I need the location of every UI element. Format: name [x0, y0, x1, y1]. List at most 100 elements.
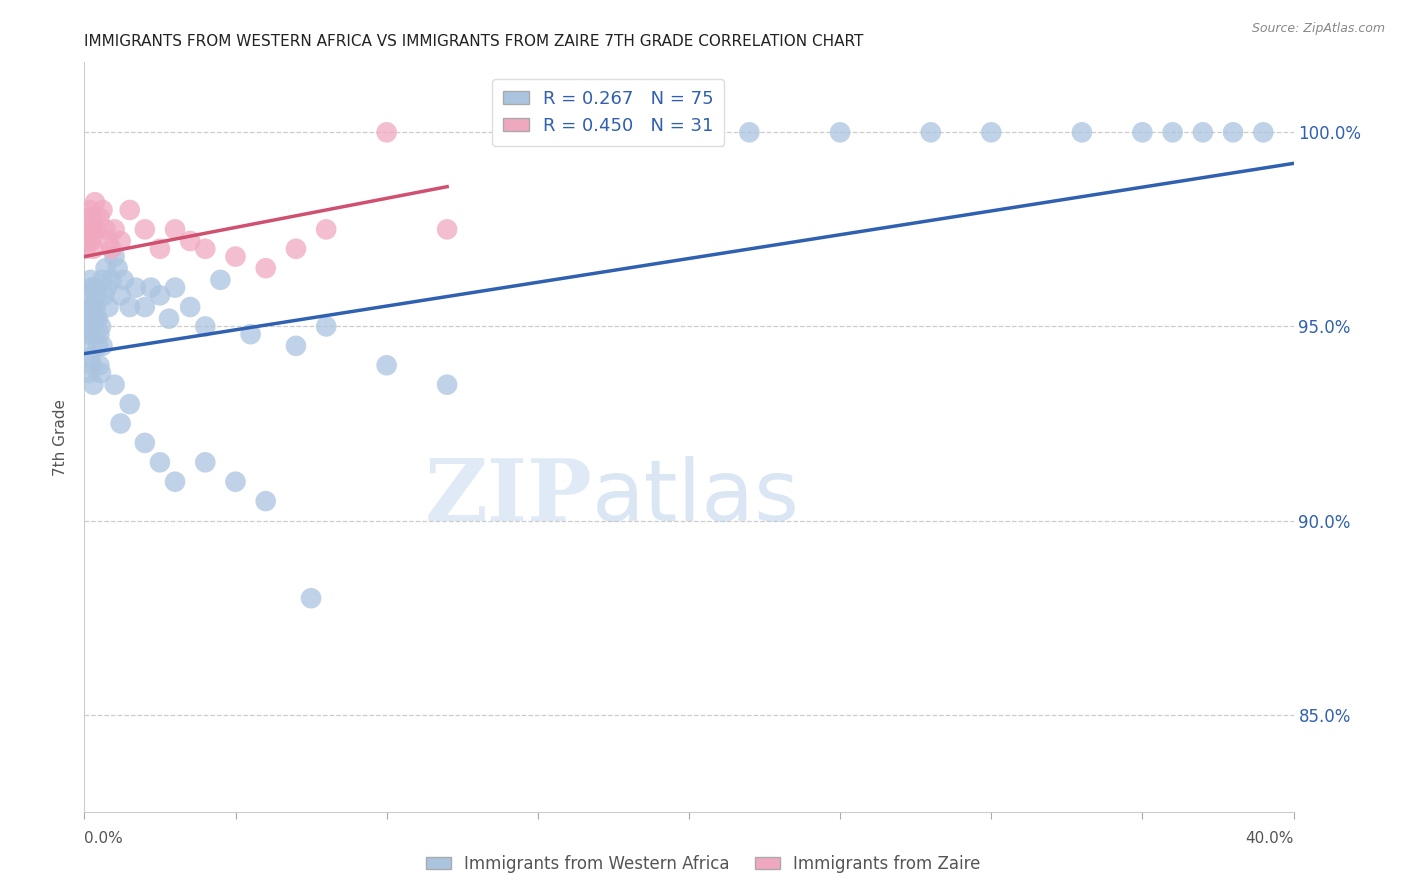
- Point: [1071, 125, 1094, 139]
- Text: ZIP: ZIP: [425, 455, 592, 539]
- Point: [82, 377, 104, 392]
- Point: [87, 311, 110, 326]
- Point: [77, 234, 100, 248]
- Point: [93, 288, 115, 302]
- Point: [91, 339, 114, 353]
- Point: [96, 280, 118, 294]
- Point: [165, 280, 187, 294]
- Point: [179, 234, 201, 248]
- Point: [84, 327, 107, 342]
- Point: [165, 222, 187, 236]
- Point: [110, 417, 132, 431]
- Point: [97, 300, 120, 314]
- Point: [97, 234, 120, 248]
- Point: [80, 288, 103, 302]
- Point: [1253, 125, 1275, 139]
- Point: [104, 377, 127, 392]
- Point: [80, 358, 103, 372]
- Point: [79, 202, 101, 217]
- Point: [617, 125, 640, 139]
- Point: [225, 475, 247, 489]
- Text: 0.0%: 0.0%: [84, 831, 124, 847]
- Point: [86, 222, 108, 236]
- Point: [75, 339, 97, 353]
- Point: [86, 288, 108, 302]
- Point: [80, 211, 103, 225]
- Point: [84, 195, 107, 210]
- Point: [77, 327, 100, 342]
- Point: [118, 202, 141, 217]
- Text: 40.0%: 40.0%: [1246, 831, 1294, 847]
- Point: [738, 125, 761, 139]
- Point: [82, 242, 104, 256]
- Point: [82, 311, 104, 326]
- Point: [90, 366, 112, 380]
- Point: [77, 319, 100, 334]
- Point: [209, 273, 232, 287]
- Point: [89, 327, 111, 342]
- Point: [87, 339, 110, 353]
- Point: [80, 234, 103, 248]
- Point: [980, 125, 1002, 139]
- Point: [285, 242, 308, 256]
- Point: [299, 591, 322, 606]
- Point: [139, 280, 162, 294]
- Point: [112, 273, 135, 287]
- Point: [79, 222, 101, 236]
- Point: [527, 125, 550, 139]
- Point: [194, 319, 217, 334]
- Point: [94, 261, 117, 276]
- Text: IMMIGRANTS FROM WESTERN AFRICA VS IMMIGRANTS FROM ZAIRE 7TH GRADE CORRELATION CH: IMMIGRANTS FROM WESTERN AFRICA VS IMMIGR…: [84, 34, 863, 49]
- Point: [315, 319, 337, 334]
- Point: [254, 261, 277, 276]
- Point: [830, 125, 852, 139]
- Point: [90, 319, 112, 334]
- Point: [194, 455, 217, 469]
- Point: [76, 319, 98, 334]
- Point: [179, 300, 201, 314]
- Point: [86, 311, 108, 326]
- Point: [79, 273, 101, 287]
- Point: [239, 327, 262, 342]
- Point: [107, 261, 129, 276]
- Point: [94, 222, 117, 236]
- Point: [165, 475, 187, 489]
- Point: [80, 280, 103, 294]
- Point: [104, 222, 127, 236]
- Text: Source: ZipAtlas.com: Source: ZipAtlas.com: [1251, 22, 1385, 36]
- Point: [82, 222, 104, 236]
- Point: [84, 300, 107, 314]
- Point: [77, 211, 100, 225]
- Point: [375, 358, 398, 372]
- Point: [149, 288, 172, 302]
- Point: [118, 397, 141, 411]
- Point: [149, 242, 172, 256]
- Point: [436, 222, 458, 236]
- Point: [254, 494, 277, 508]
- Point: [436, 377, 458, 392]
- Point: [1192, 125, 1215, 139]
- Point: [1132, 125, 1154, 139]
- Point: [125, 280, 148, 294]
- Legend: R = 0.267   N = 75, R = 0.450   N = 31: R = 0.267 N = 75, R = 0.450 N = 31: [492, 79, 724, 145]
- Point: [1161, 125, 1184, 139]
- Point: [134, 222, 156, 236]
- Point: [920, 125, 942, 139]
- Point: [89, 211, 111, 225]
- Point: [1222, 125, 1244, 139]
- Point: [76, 222, 98, 236]
- Legend: Immigrants from Western Africa, Immigrants from Zaire: Immigrants from Western Africa, Immigran…: [419, 848, 987, 880]
- Point: [149, 455, 172, 469]
- Point: [89, 358, 111, 372]
- Point: [79, 351, 101, 365]
- Point: [285, 339, 308, 353]
- Point: [77, 366, 100, 380]
- Point: [118, 300, 141, 314]
- Point: [100, 273, 122, 287]
- Text: atlas: atlas: [592, 456, 800, 539]
- Point: [315, 222, 337, 236]
- Point: [76, 308, 98, 322]
- Point: [110, 288, 132, 302]
- Point: [225, 250, 247, 264]
- Point: [375, 125, 398, 139]
